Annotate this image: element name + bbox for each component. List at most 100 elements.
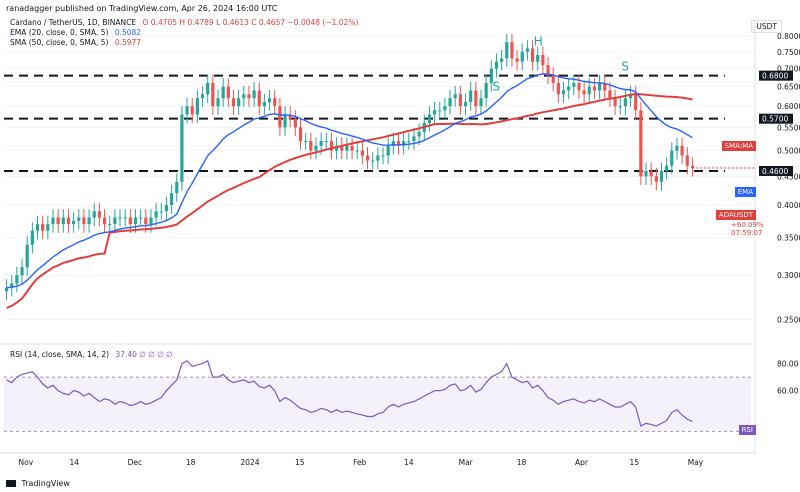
candle-body — [293, 118, 297, 128]
ema-legend: EMA (20, close, 0, SMA, 5) 0.5082 — [10, 28, 141, 37]
rsi-tick-label: 80.00 — [777, 360, 799, 369]
pattern-annotations: S H S — [492, 34, 629, 93]
sma-value: 0.5977 — [114, 38, 142, 47]
ema-value: 0.5082 — [114, 28, 142, 37]
candle-body — [613, 98, 617, 107]
candle-body — [572, 82, 576, 87]
time-tick-label: May — [688, 458, 704, 467]
candle-body — [376, 155, 380, 161]
candle-body — [500, 58, 504, 62]
candle-body — [458, 94, 462, 107]
candle-body — [417, 131, 421, 137]
candle-body — [432, 110, 437, 115]
candle-body — [628, 94, 633, 99]
candle-body — [128, 217, 132, 225]
candle-body — [510, 42, 514, 59]
candle-body — [97, 211, 101, 218]
candle-body — [402, 141, 406, 146]
candles — [4, 33, 755, 301]
candle-body — [603, 82, 607, 91]
candle-body — [273, 98, 277, 107]
currency-selector[interactable]: USDT — [751, 20, 782, 33]
rsi-label: RSI (14, close, SMA, 14, 2) — [10, 350, 110, 359]
time-tick-label: Dec — [128, 458, 143, 467]
bar-countdown: 07:59:07 — [731, 229, 763, 237]
candle-body — [46, 224, 50, 231]
candle-body — [551, 75, 555, 83]
candle-body — [690, 165, 695, 168]
candle-body — [66, 217, 71, 225]
price-tag: ADAUSDT — [715, 210, 756, 220]
level-tag-label: 0.4600 — [762, 167, 788, 176]
candle-body — [675, 145, 679, 151]
candle-body — [665, 165, 669, 171]
candle-body — [118, 217, 122, 219]
candle-body — [670, 150, 674, 166]
candle-body — [87, 217, 91, 225]
candle-body — [525, 48, 530, 52]
candle-body — [438, 110, 442, 112]
candle-body — [206, 82, 210, 95]
candle-body — [10, 283, 14, 288]
candle-body — [654, 176, 658, 182]
candle-body — [371, 160, 375, 162]
rsi-line — [6, 360, 693, 427]
candle-body — [469, 90, 473, 103]
candle-body — [159, 211, 163, 213]
candle-body — [505, 42, 509, 59]
sma-legend: SMA (50, close, 0, SMA, 5) 0.5977 — [10, 38, 141, 47]
time-tick-label: 2024 — [240, 458, 259, 467]
candle-body — [77, 217, 81, 221]
candle-body — [396, 141, 401, 146]
candle-body — [144, 217, 148, 225]
candle-body — [340, 145, 344, 151]
candle-body — [139, 217, 143, 219]
rsi-panel: 80.00 60.00 — [0, 343, 799, 432]
candle-body — [365, 155, 370, 161]
candle-body — [149, 217, 153, 225]
candle-body — [561, 90, 566, 95]
candle-body — [463, 102, 468, 107]
candle-body — [298, 127, 303, 142]
candle-body — [360, 150, 364, 156]
candle-body — [489, 68, 493, 83]
candle-body — [288, 114, 292, 119]
candle-body — [216, 98, 220, 107]
candle-body — [391, 141, 395, 146]
candle-body — [479, 98, 483, 107]
price-tick-label: 0.2500 — [777, 316, 800, 325]
candle-body — [618, 106, 622, 108]
level-tag — [759, 165, 793, 176]
candle-body — [113, 217, 117, 225]
candle-body — [608, 90, 612, 99]
candle-body — [644, 170, 648, 177]
rsi-tag: RSI — [738, 425, 756, 435]
candle-body — [211, 82, 215, 107]
rsi-tick-label: 60.00 — [777, 387, 799, 396]
grid — [4, 20, 756, 455]
candle-body — [536, 55, 540, 62]
candle-body — [30, 230, 34, 245]
symbol-label: Cardano / TetherUS, 1D, BINANCE — [10, 18, 137, 27]
time-axis: Nov 14 Dec 18 2024 15 Feb 14 Mar 18 Apr 15 May — [0, 452, 755, 467]
candle-body — [195, 98, 199, 115]
candle-body — [20, 267, 24, 276]
candle-body — [448, 98, 452, 107]
candle-body — [335, 145, 339, 151]
candle-body — [25, 244, 29, 268]
time-tick-label: Nov — [19, 458, 34, 467]
candle-body — [623, 98, 627, 107]
level-tag-label: 0.5700 — [762, 115, 788, 124]
candle-body — [4, 287, 9, 292]
candle-body — [592, 86, 597, 91]
level-tag — [759, 70, 793, 81]
